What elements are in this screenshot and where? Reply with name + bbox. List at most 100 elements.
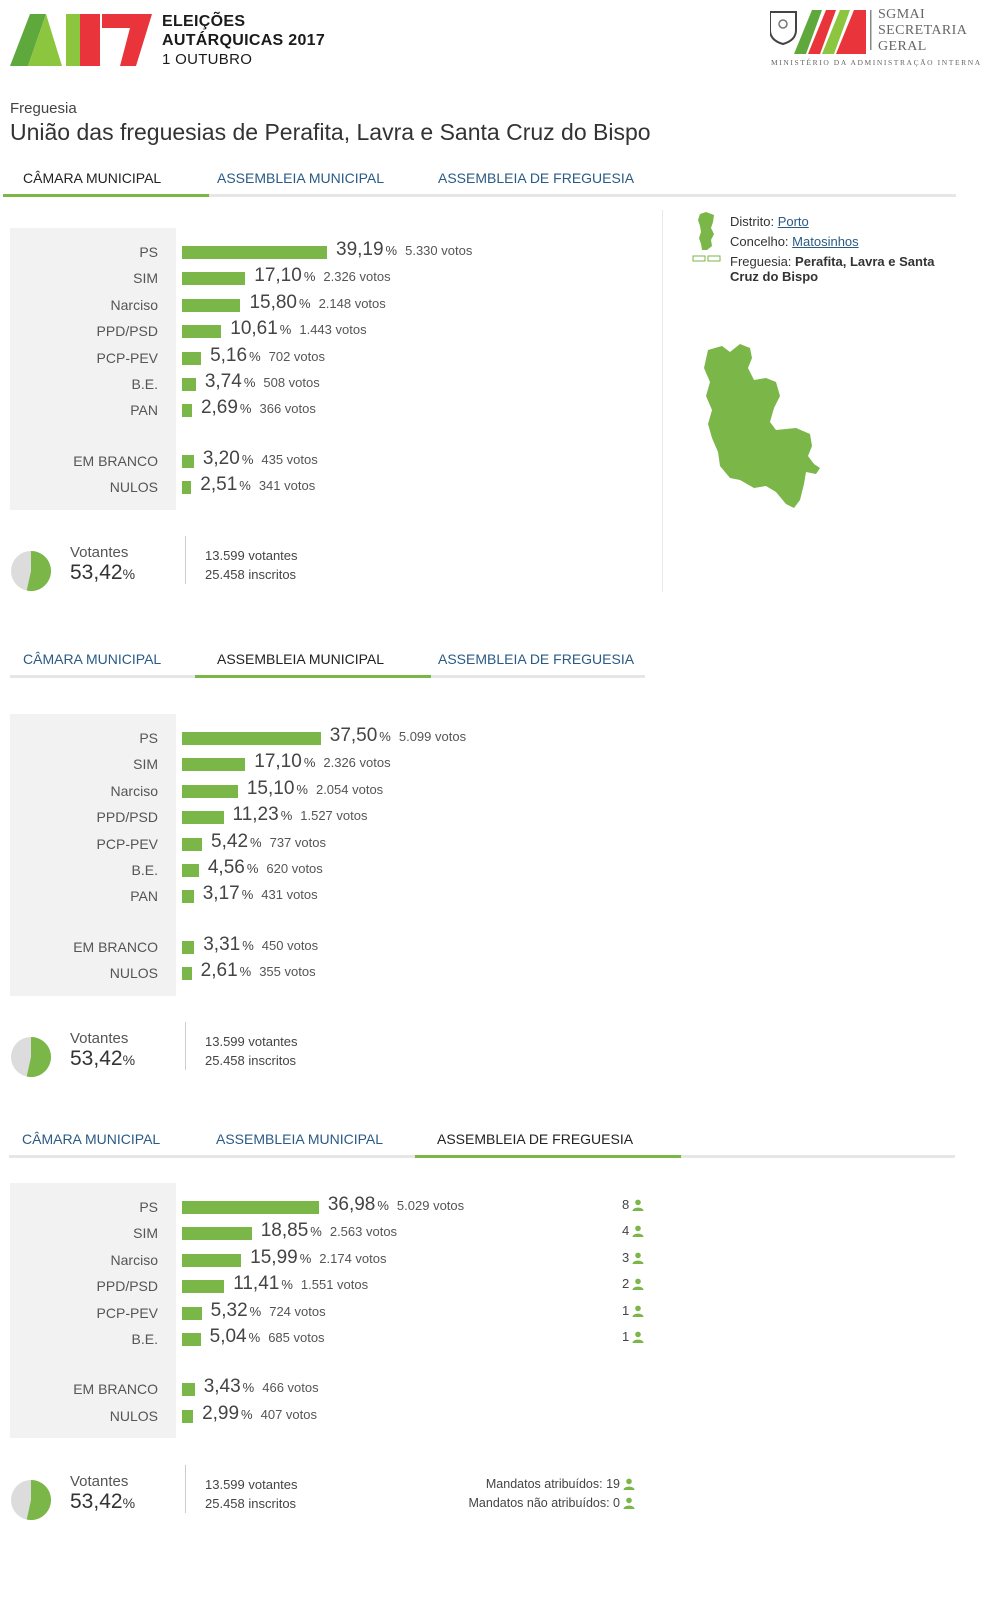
tab-assembleia-freguesia[interactable]: ASSEMBLEIA DE FREGUESIA — [438, 651, 635, 667]
tab-camara-municipal[interactable]: CÂMARA MUNICIPAL — [23, 170, 162, 186]
sgmai-text: SGMAI SECRETARIA GERAL — [878, 7, 968, 54]
percent-sign: % — [310, 1224, 322, 1240]
percent-sign: % — [249, 1303, 262, 1319]
person-icon — [632, 1252, 644, 1264]
result-votes: 5.099 votos — [398, 729, 467, 744]
result-bar — [182, 272, 246, 286]
result-votes: 1.551 votos — [300, 1277, 369, 1293]
votantes-count: 13.599 votantes — [205, 1477, 298, 1492]
result-value: 3,31% 450 votos — [203, 934, 318, 956]
result-row: PPD/PSD 10,61% 1.443 votos — [10, 318, 970, 345]
tabs-assembleia-freguesia: CÂMARA MUNICIPAL ASSEMBLEIA MUNICIPAL AS… — [0, 1131, 982, 1158]
percent-sign: % — [239, 401, 252, 417]
result-value: 3,20% 435 votos — [203, 448, 318, 470]
result-votes: 724 votos — [269, 1303, 326, 1319]
labels-background — [10, 1183, 176, 1439]
percent-sign: % — [385, 243, 398, 258]
result-row: PCP-PEV 5,42% 737 votos — [10, 831, 970, 858]
tab-divider — [3, 194, 956, 197]
person-icon — [623, 1497, 635, 1509]
result-percentage: 4,56 — [207, 857, 245, 878]
result-percentage: 11,23 — [232, 804, 279, 826]
tab-assembleia-municipal[interactable]: ASSEMBLEIA MUNICIPAL — [216, 1131, 384, 1147]
result-bar — [182, 940, 195, 954]
percent-sign: % — [241, 451, 254, 467]
party-name: Narciso — [110, 782, 158, 799]
result-percentage: 18,85 — [260, 1220, 309, 1242]
result-votes: 737 votos — [269, 834, 326, 850]
mandates-unassigned: Mandatos não atribuídos: 0 — [468, 1496, 621, 1510]
result-bar — [182, 454, 194, 468]
tab-assembleia-freguesia[interactable]: ASSEMBLEIA DE FREGUESIA — [438, 170, 635, 186]
result-value: 5,42% 737 votos — [211, 831, 326, 853]
result-row: NULOS 2,51% 341 votos — [10, 474, 970, 501]
tab-assembleia-municipal[interactable]: ASSEMBLEIA MUNICIPAL — [217, 651, 385, 667]
sgmai-logo — [770, 10, 872, 54]
distrito-link[interactable]: Porto — [777, 214, 809, 229]
result-votes: 2.148 votos — [318, 295, 386, 311]
ae17-logo-text: ELEIÇÕES AUTÁRQUICAS 2017 1 OUTUBRO — [162, 13, 326, 68]
party-name: B.E. — [131, 376, 158, 392]
percent-sign: % — [280, 808, 293, 824]
percent-sign: % — [241, 1406, 253, 1422]
freguesia-map — [704, 344, 820, 508]
person-icon — [632, 1305, 644, 1317]
result-bar — [182, 1383, 195, 1397]
result-percentage: 5,32 — [210, 1299, 248, 1321]
result-percentage: 17,10 — [254, 751, 302, 773]
result-row: PCP-PEV 5,32% 724 votos 1 — [10, 1300, 970, 1327]
result-value: 11,41% 1.551 votos — [233, 1273, 368, 1295]
result-value: 10,61% 1.443 votos — [230, 318, 366, 340]
person-icon — [632, 1331, 644, 1343]
concelho-link[interactable]: Matosinhos — [792, 234, 859, 249]
result-percentage: 5,04 — [209, 1326, 247, 1347]
result-value: 5,04% 685 votos — [210, 1326, 325, 1348]
result-row: PAN 3,17% 431 votos — [10, 883, 970, 910]
result-votes: 2.563 votos — [329, 1224, 398, 1240]
result-votes: 620 votos — [266, 861, 323, 876]
tab-camara-municipal[interactable]: CÂMARA MUNICIPAL — [22, 1131, 161, 1147]
result-value: 17,10% 2.326 votos — [254, 265, 390, 287]
mandates-count: 8 — [622, 1197, 644, 1212]
side-panel-divider — [662, 210, 663, 592]
mandates-count: 1 — [622, 1303, 644, 1318]
result-value: 5,32% 724 votos — [211, 1300, 326, 1322]
result-bar — [182, 890, 194, 904]
tab-camara-municipal[interactable]: CÂMARA MUNICIPAL — [23, 651, 162, 667]
result-bar — [182, 1253, 242, 1267]
percent-sign: % — [248, 1330, 261, 1345]
percent-sign: % — [242, 1380, 255, 1396]
party-name: EM BRANCO — [73, 938, 158, 955]
result-percentage: 10,61 — [230, 318, 278, 340]
result-row: SIM 17,10% 2.326 votos — [10, 751, 970, 778]
tab-active-indicator — [195, 675, 431, 678]
result-percentage: 37,50 — [329, 725, 378, 746]
percent-sign: % — [239, 964, 252, 980]
result-row: PS 39,19% 5.330 votos — [10, 239, 970, 266]
party-name: PCP-PEV — [96, 349, 158, 366]
result-bar — [182, 325, 222, 339]
ae17-logo — [10, 14, 152, 66]
votantes-count: 13.599 votantes — [205, 1034, 298, 1049]
result-value: 11,23% 1.527 votos — [233, 804, 368, 826]
result-value: 2,69% 366 votos — [201, 397, 316, 419]
party-name: NULOS — [109, 479, 158, 496]
percent-sign: % — [303, 755, 316, 771]
labels-background — [10, 228, 176, 510]
result-percentage: 5,42 — [211, 830, 249, 852]
percent-sign: % — [243, 375, 256, 390]
result-row: Narciso 15,80% 2.148 votos — [10, 292, 970, 319]
tab-assembleia-freguesia[interactable]: ASSEMBLEIA DE FREGUESIA — [437, 1131, 634, 1147]
freguesia-label: Freguesia — [10, 100, 77, 117]
result-votes: 431 votos — [261, 887, 318, 903]
votantes-numbers: 13.599 votantes 25.458 inscritos — [205, 1032, 298, 1070]
person-icon — [623, 1478, 635, 1490]
tab-assembleia-municipal[interactable]: ASSEMBLEIA MUNICIPAL — [217, 170, 385, 186]
result-votes: 2.326 votos — [323, 269, 391, 285]
votantes-assembleia-municipal: Votantes 53,42% 13.599 votantes 25.458 insc… — [10, 1022, 970, 1090]
result-percentage: 2,61 — [200, 960, 238, 982]
votantes-assembleia-freguesia: Votantes 53,42% 13.599 votantes 25.458 insc… — [10, 1465, 970, 1533]
mandates-count: 2 — [622, 1276, 644, 1291]
mandates-totals: Mandatos atribuídos: 19 Mandatos não atri… — [469, 1475, 636, 1513]
result-votes: 2.054 votos — [315, 781, 384, 797]
